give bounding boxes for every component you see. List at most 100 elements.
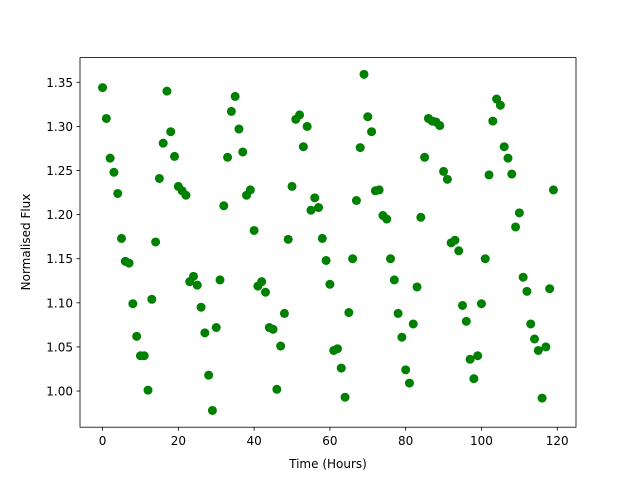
point [200,328,210,338]
point [234,124,244,134]
point [374,185,384,195]
point [151,237,161,247]
point [147,294,157,304]
point [507,169,517,179]
point [226,106,236,116]
point [537,393,547,403]
point [260,287,270,297]
point [223,152,233,162]
y-tick-label: 1.00 [46,385,73,399]
point [495,100,505,110]
point [272,384,282,394]
point [518,272,528,282]
point [132,331,142,341]
point [276,341,286,351]
point [450,235,460,245]
point [154,173,164,183]
point [514,208,524,218]
x-tick-label: 100 [470,434,493,448]
point [416,212,426,222]
point [116,233,126,243]
point [363,112,373,122]
x-tick-label: 80 [398,434,413,448]
point [499,142,509,152]
y-axis-label: Normalised Flux [19,194,33,291]
point [408,319,418,329]
point [548,185,558,195]
point [295,110,305,120]
point [480,254,490,264]
point [283,234,293,244]
point [435,121,445,131]
point [393,308,403,318]
point [526,319,536,329]
point [340,392,350,402]
point [488,116,498,126]
point [541,342,551,352]
point [511,222,521,232]
point [113,188,123,198]
y-tick-label: 1.25 [46,164,73,178]
point [109,167,119,177]
point [101,113,111,123]
point [355,143,365,153]
y-tick-label: 1.05 [46,340,73,354]
point [310,193,320,203]
point [314,203,324,213]
point [476,299,486,309]
point [351,196,361,206]
point [230,91,240,101]
point [321,255,331,265]
point [215,275,225,285]
point [287,181,297,191]
point [332,344,342,354]
point [545,284,555,294]
point [143,385,153,395]
point [484,170,494,180]
point [249,225,259,235]
point [306,205,316,215]
point [219,201,229,211]
point [367,127,377,137]
y-tick-label: 1.30 [46,120,73,134]
point [245,185,255,195]
point [317,233,327,243]
point [166,127,176,137]
point [412,282,422,292]
point [139,351,149,361]
point [192,280,202,290]
point [238,147,248,157]
point [442,174,452,184]
point [386,254,396,264]
point [257,277,267,287]
point [389,275,399,285]
x-tick-label: 20 [171,434,186,448]
point [401,365,411,375]
y-tick-label: 1.35 [46,76,73,90]
x-tick-label: 60 [322,434,337,448]
point [196,302,206,312]
point [336,363,346,373]
point [162,86,172,96]
point [128,299,138,309]
x-tick-label: 120 [546,434,569,448]
point [188,271,198,281]
x-tick-label: 40 [246,434,261,448]
point [530,334,540,344]
y-tick-label: 1.15 [46,252,73,266]
point [158,138,168,148]
point [382,214,392,224]
point [359,69,369,79]
point [469,374,479,384]
point [397,332,407,342]
point [458,300,468,310]
point [105,153,115,163]
point [533,345,543,355]
axes-frame [79,57,577,428]
point [279,308,289,318]
point [268,324,278,334]
point [181,190,191,200]
point [302,121,312,131]
